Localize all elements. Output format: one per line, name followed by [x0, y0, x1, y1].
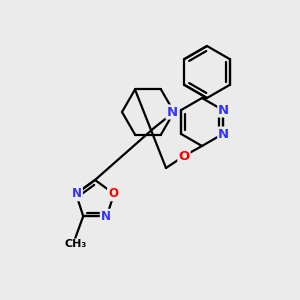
Text: N: N — [167, 106, 178, 118]
Text: N: N — [72, 187, 82, 200]
Text: O: O — [178, 149, 190, 163]
Text: N: N — [218, 128, 229, 140]
Text: CH₃: CH₃ — [64, 239, 86, 249]
Text: O: O — [108, 187, 118, 200]
Text: N: N — [101, 210, 111, 223]
Text: N: N — [218, 103, 229, 116]
